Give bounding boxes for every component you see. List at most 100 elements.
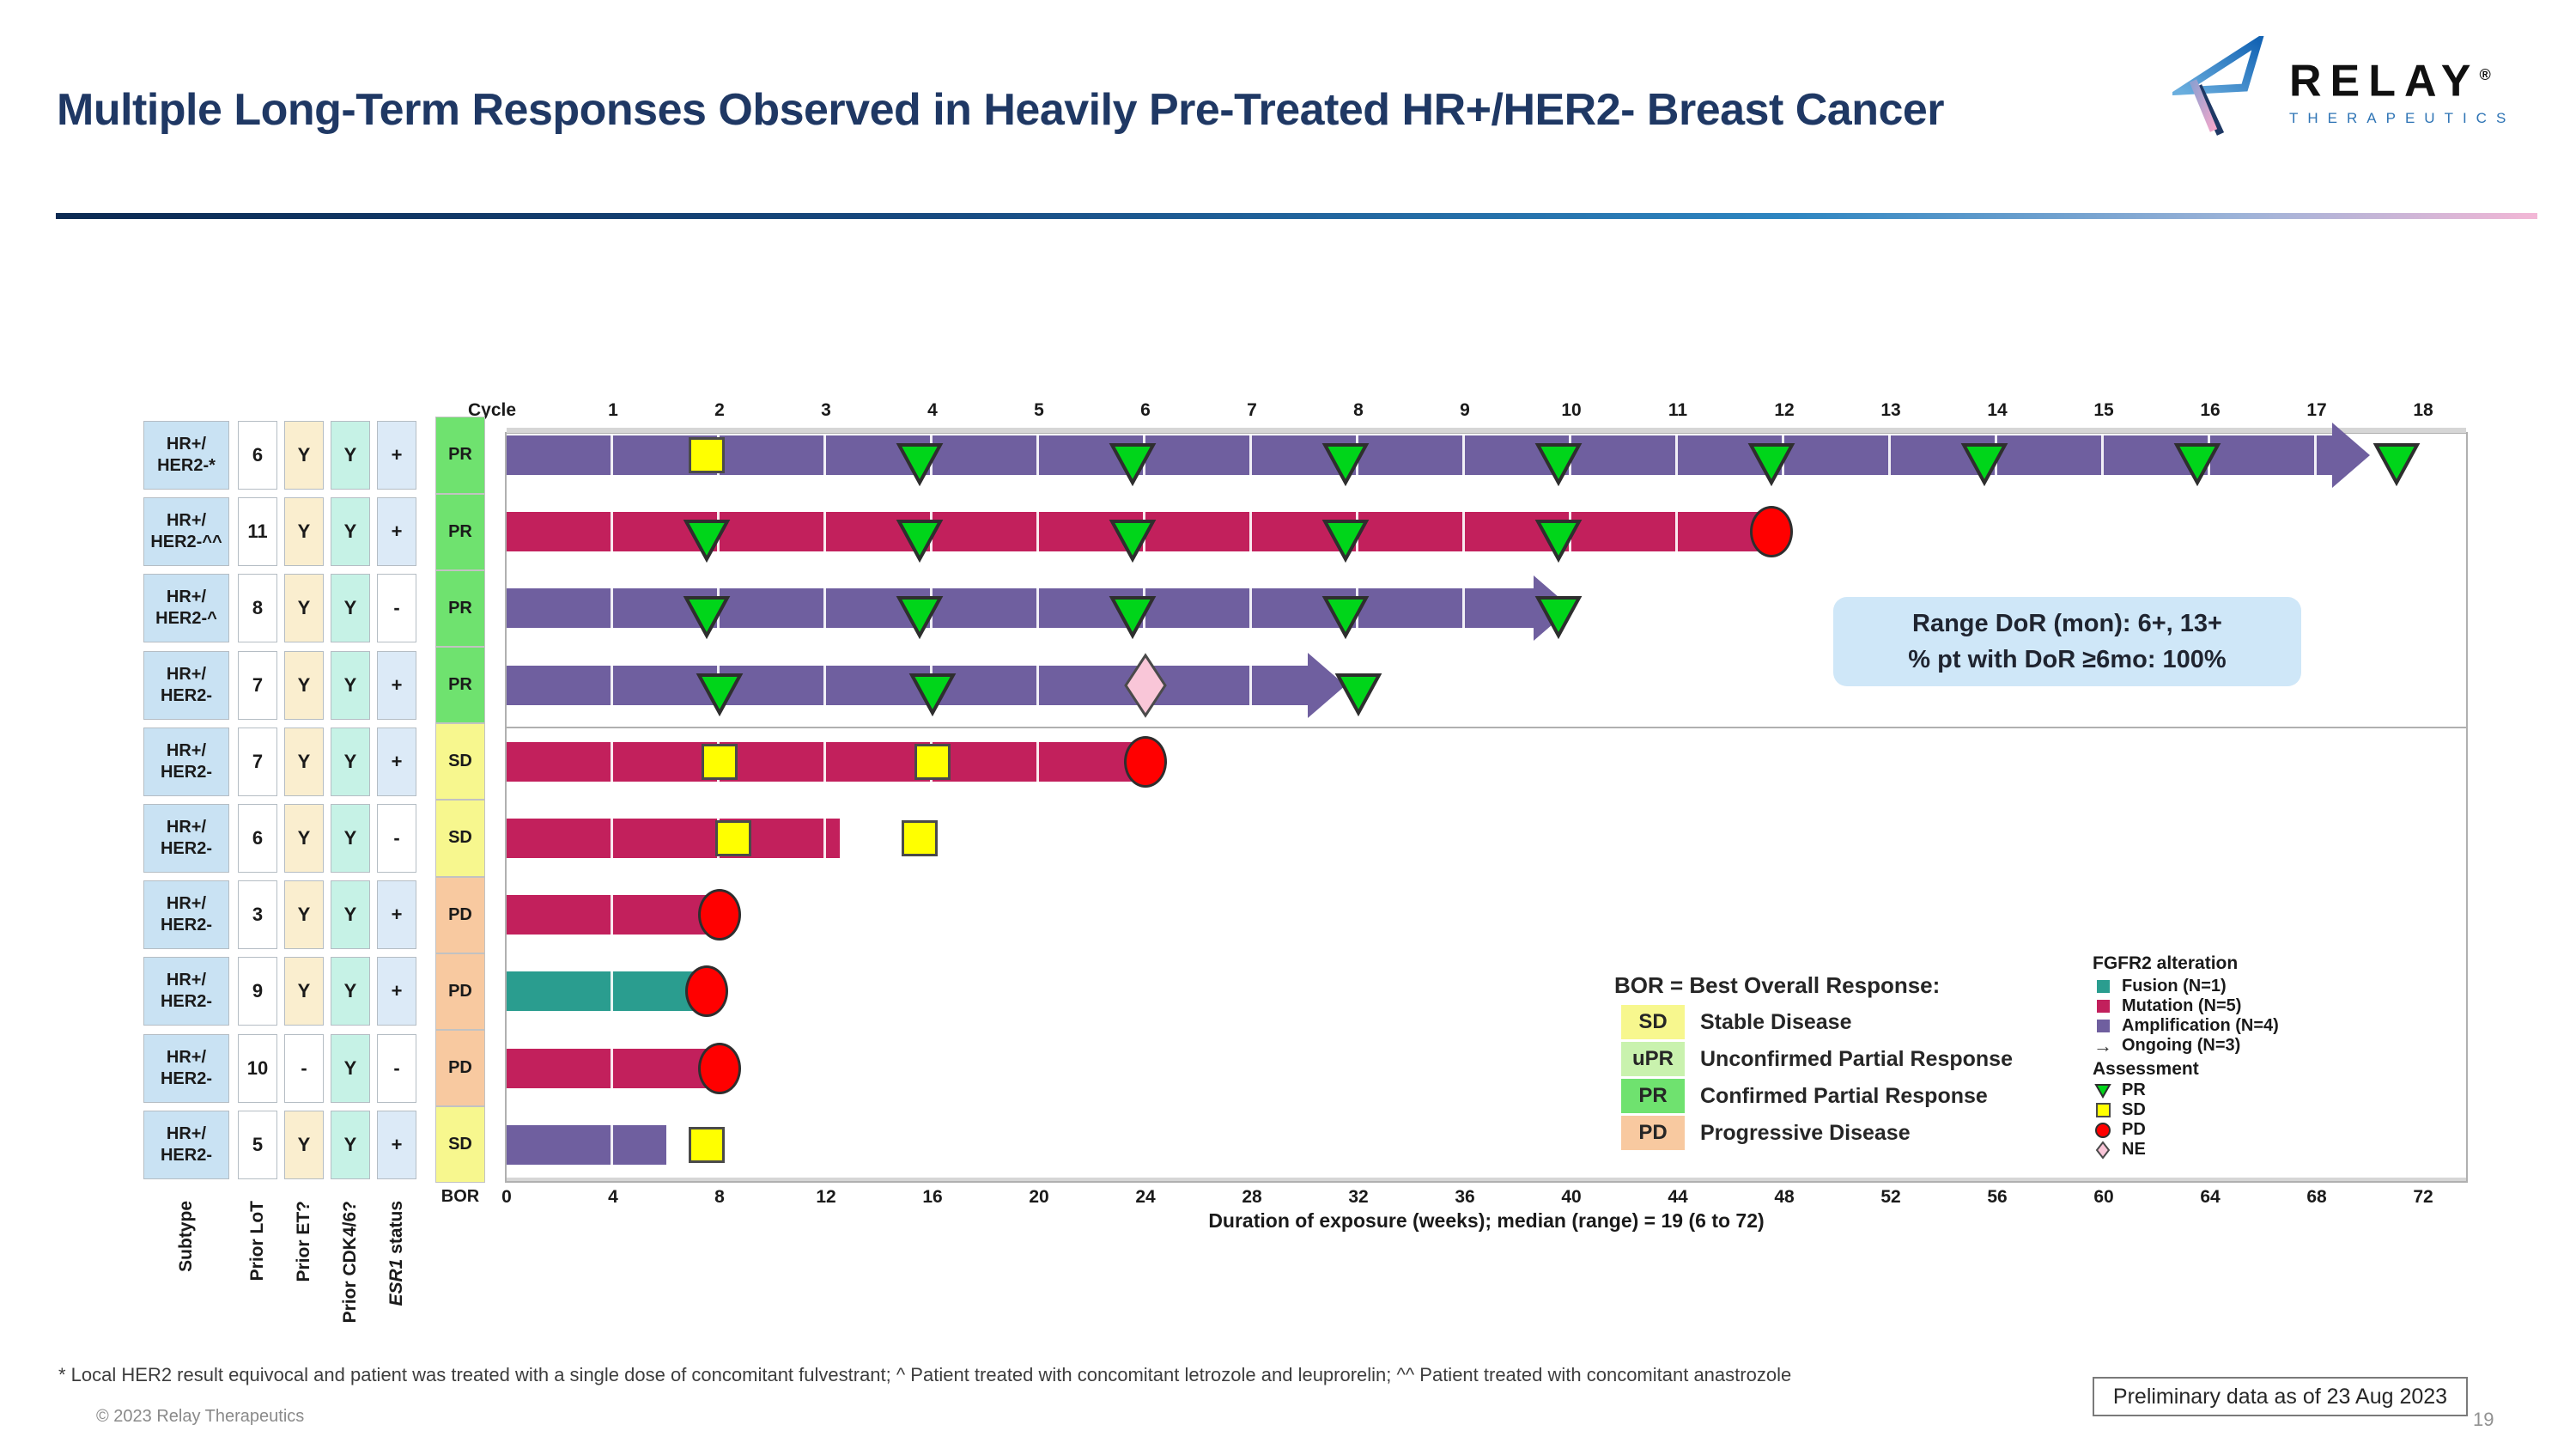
dor-range-line: Range DoR (mon): 6+, 13+ (1912, 610, 2222, 637)
bor-legend-label: Unconfirmed Partial Response (1700, 1046, 2013, 1071)
assessment-marker-pd-icon (698, 889, 741, 941)
cycle-gridlines (507, 435, 2332, 475)
relay-logo: RELAY® THERAPEUTICS (2166, 32, 2516, 143)
swimmer-bar (507, 741, 1159, 782)
prior-cdk-cell: Y (331, 1110, 370, 1179)
swimmer-bar (507, 435, 2332, 475)
assessment-marker-pr-icon (1534, 441, 1583, 490)
alteration-legend-item-amplification: Amplification (N=4) (2093, 1016, 2279, 1036)
week-tick: 0 (501, 1187, 512, 1207)
assessment-legend-item-sd-label: SD (2122, 1100, 2146, 1119)
assessment-marker-pr-icon (908, 672, 957, 721)
assessment-marker-pr-icon (1321, 441, 1370, 490)
esr1-cell: + (377, 1110, 416, 1179)
assessment-marker-pr-icon (1109, 518, 1157, 567)
cycle-gridlines (507, 895, 733, 935)
assessment-marker-pd-icon (1749, 506, 1793, 558)
week-tick: 24 (1135, 1187, 1156, 1207)
prior-cdk-cell: Y (331, 650, 370, 720)
assessment-legend-item-sd-icon (2093, 1103, 2113, 1117)
cycle-tick: 7 (1247, 400, 1257, 420)
bor-legend-item: PR Confirmed Partial Response (1621, 1079, 1988, 1113)
assessment-marker-pr-icon (1109, 594, 1157, 643)
alteration-legend-title: FGFR2 alteration (2093, 953, 2239, 973)
ongoing-legend-item-label: Ongoing (N=3) (2122, 1036, 2241, 1055)
prior-cdk-cell: Y (331, 421, 370, 490)
bor-cell: PR (435, 569, 485, 647)
column-label-esr1-status: ESR1 status (386, 1201, 406, 1306)
bor-swatch-upr: uPR (1621, 1042, 1685, 1076)
cycle-gridlines (507, 1048, 733, 1088)
cycle-tick: 18 (2413, 400, 2433, 420)
week-tick: 72 (2413, 1187, 2433, 1207)
prior-et-cell: Y (284, 497, 324, 567)
cycle-gridlines (507, 741, 1159, 782)
subtype-cell: HR+/ HER2- (143, 650, 229, 720)
bor-swatch-pd: PD (1621, 1116, 1685, 1150)
cycle-tick: 17 (2306, 400, 2327, 420)
week-tick: 48 (1774, 1187, 1795, 1207)
assessment-marker-pr-icon (2372, 441, 2421, 490)
assessment-marker-pr-icon (1747, 441, 1795, 490)
assessment-marker-pr-icon (1534, 518, 1583, 567)
alteration-legend-item-mutation-icon (2093, 1000, 2113, 1013)
assessment-legend-title: Assessment (2093, 1059, 2199, 1079)
bor-legend-label: Confirmed Partial Response (1700, 1083, 1988, 1108)
prior-et-cell: Y (284, 880, 324, 950)
swimmer-bar (507, 819, 840, 858)
bor-legend-item: uPR Unconfirmed Partial Response (1621, 1042, 2013, 1076)
alteration-legend-item-amplification-icon (2093, 1020, 2113, 1032)
cycle-tick: 12 (1774, 400, 1795, 420)
esr1-cell: + (377, 650, 416, 720)
logo-tagline: THERAPEUTICS (2289, 110, 2516, 127)
column-label-bor: BOR (440, 1187, 480, 1206)
bor-cell: PR (435, 417, 485, 494)
cycle-tick: 6 (1140, 400, 1151, 420)
assessment-legend-item-ne: NE (2093, 1140, 2146, 1160)
assessment-marker-pd-icon (684, 965, 728, 1018)
ongoing-arrow-icon (1307, 652, 1346, 718)
cycle-tick: 9 (1460, 400, 1470, 420)
alteration-legend-item-amplification-label: Amplification (N=4) (2122, 1016, 2279, 1035)
prior-lot-cell: 3 (238, 880, 277, 950)
prior-lot-cell: 11 (238, 497, 277, 567)
swimmer-bar (507, 971, 720, 1012)
column-label-prior-lot: Prior LoT (247, 1201, 267, 1282)
esr1-cell: - (377, 1033, 416, 1103)
prior-lot-cell: 7 (238, 727, 277, 796)
page-title: Multiple Long-Term Responses Observed in… (57, 85, 1945, 135)
assessment-marker-pr-icon (683, 518, 731, 567)
subtype-cell: HR+/ HER2-^^ (143, 497, 229, 567)
week-tick: 40 (1561, 1187, 1582, 1207)
bor-cell: PR (435, 493, 485, 570)
alteration-legend-item-fusion-label: Fusion (N=1) (2122, 977, 2227, 995)
prior-et-cell: Y (284, 421, 324, 490)
week-tick: 60 (2093, 1187, 2114, 1207)
assessment-legend-item-pd: PD (2093, 1120, 2146, 1140)
week-tick: 32 (1348, 1187, 1369, 1207)
prior-cdk-cell: Y (331, 880, 370, 950)
swimmer-bar (507, 1048, 733, 1088)
week-tick: 36 (1455, 1187, 1475, 1207)
relay-plane-icon (2166, 32, 2274, 143)
prior-lot-cell: 8 (238, 574, 277, 643)
assessment-marker-sd-icon (714, 820, 751, 856)
top-axis-line (507, 428, 2466, 433)
alteration-legend-item-fusion: Fusion (N=1) (2093, 977, 2227, 996)
prior-lot-cell: 6 (238, 421, 277, 490)
cycle-gridlines (507, 588, 1534, 629)
cycle-tick: 2 (714, 400, 725, 420)
assessment-legend-item-pr: PR (2093, 1081, 2146, 1100)
prior-cdk-cell: Y (331, 804, 370, 873)
alteration-legend-item-fusion-icon (2093, 980, 2113, 993)
week-tick: 68 (2306, 1187, 2327, 1207)
data-cutoff-box: Preliminary data as of 23 Aug 2023 (2093, 1377, 2468, 1416)
prior-et-cell: Y (284, 727, 324, 796)
bor-cell: PD (435, 876, 485, 953)
alteration-legend-item-mutation-label: Mutation (N=5) (2122, 996, 2242, 1015)
prior-lot-cell: 6 (238, 804, 277, 873)
bor-legend-label: Progressive Disease (1700, 1120, 1911, 1145)
prior-et-cell: Y (284, 1110, 324, 1179)
week-tick: 20 (1029, 1187, 1049, 1207)
prior-et-cell: Y (284, 650, 324, 720)
